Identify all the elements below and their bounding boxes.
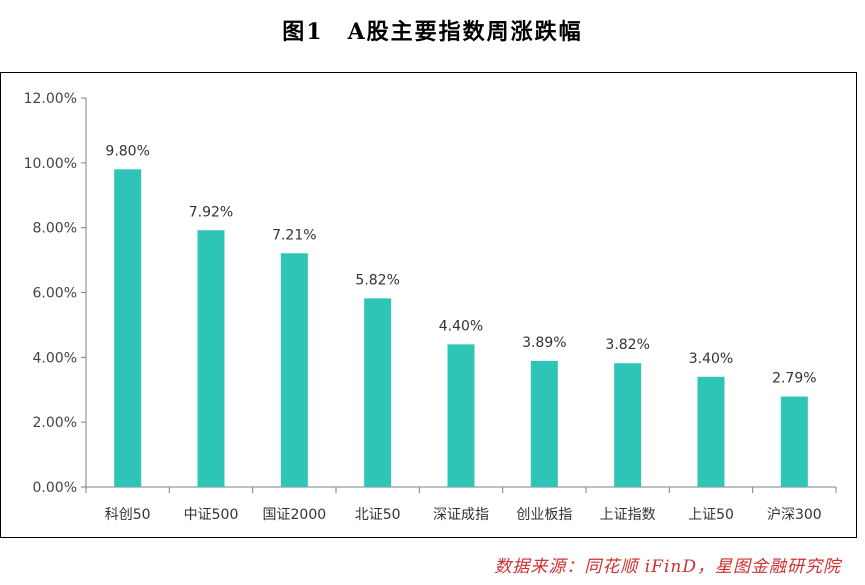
bar bbox=[780, 396, 808, 487]
y-tick-label: 4.00% bbox=[33, 350, 77, 366]
data-label: 2.79% bbox=[772, 371, 816, 387]
chart-frame bbox=[0, 72, 857, 538]
bar bbox=[114, 169, 142, 488]
y-tick-label: 12.00% bbox=[24, 91, 77, 107]
category-label: 科创50 bbox=[105, 507, 151, 523]
y-tick-label: 0.00% bbox=[33, 480, 77, 496]
data-label: 7.92% bbox=[189, 204, 233, 220]
data-label: 7.21% bbox=[272, 227, 316, 243]
data-source: 数据来源：同花顺 iFinD，星图金融研究院 bbox=[494, 557, 841, 577]
data-label: 3.82% bbox=[605, 337, 649, 353]
data-label: 3.89% bbox=[522, 335, 566, 351]
y-tick-label: 10.00% bbox=[24, 156, 77, 172]
data-label: 5.82% bbox=[355, 272, 399, 288]
y-tick-label: 6.00% bbox=[33, 286, 77, 302]
category-label: 中证500 bbox=[184, 507, 239, 523]
data-label: 4.40% bbox=[439, 318, 483, 334]
category-label: 上证50 bbox=[688, 507, 734, 523]
bar bbox=[280, 253, 308, 487]
bar bbox=[197, 230, 225, 487]
y-tick-label: 8.00% bbox=[33, 221, 77, 237]
data-label: 3.40% bbox=[689, 351, 733, 367]
bar bbox=[447, 344, 475, 487]
category-label: 上证指数 bbox=[600, 507, 656, 523]
bar bbox=[364, 298, 392, 487]
category-label: 创业板指 bbox=[516, 507, 572, 523]
category-label: 北证50 bbox=[355, 507, 401, 523]
chart-title: 图1 A股主要指数周涨跌幅 bbox=[282, 19, 583, 45]
bar bbox=[530, 360, 558, 487]
category-label: 国证2000 bbox=[263, 507, 327, 523]
y-tick-label: 2.00% bbox=[33, 415, 77, 431]
category-label: 深证成指 bbox=[433, 507, 489, 523]
bar bbox=[614, 363, 642, 487]
category-label: 沪深300 bbox=[767, 507, 822, 523]
data-label: 9.80% bbox=[105, 143, 149, 159]
bar bbox=[697, 376, 725, 487]
